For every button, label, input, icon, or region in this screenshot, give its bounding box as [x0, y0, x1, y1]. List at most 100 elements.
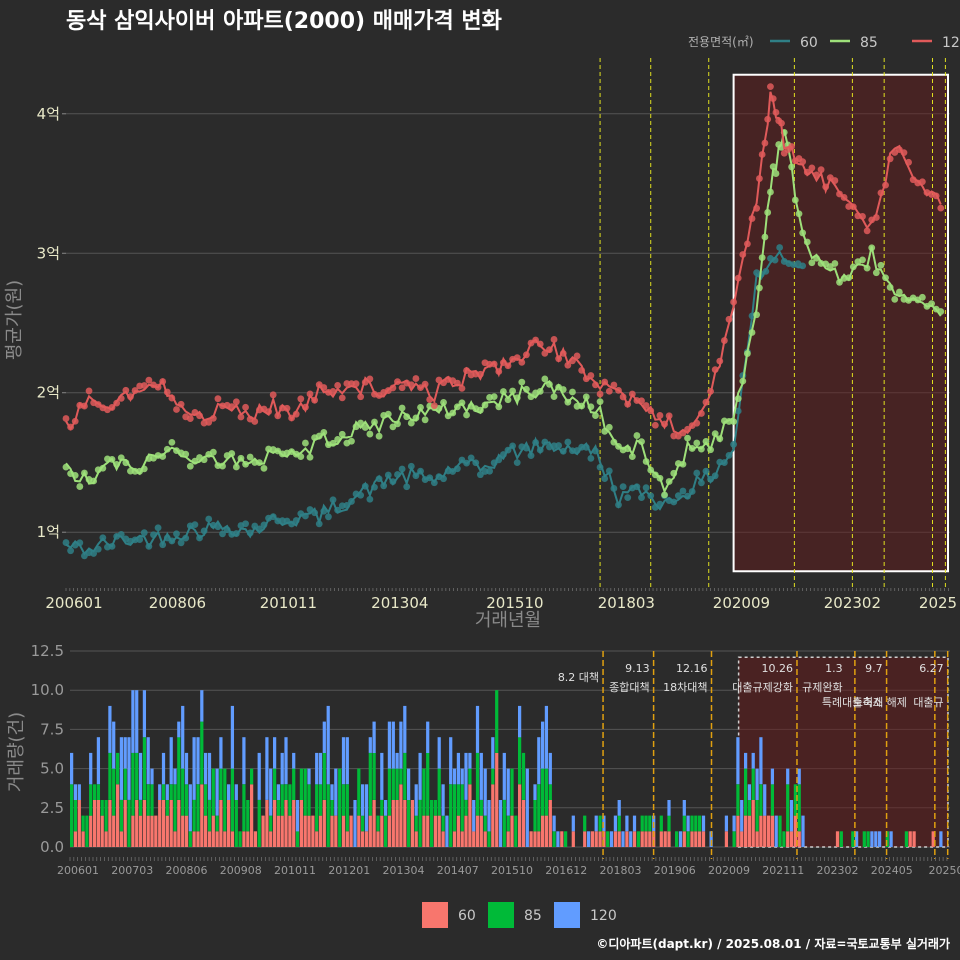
volume-bar-85 — [475, 752, 480, 816]
volume-bar-120 — [399, 721, 403, 769]
annotation-date-7: 6.27 — [919, 662, 944, 675]
legend-bottom-swatch-85 — [488, 902, 514, 928]
series-point-60 — [684, 492, 691, 500]
volume-bar-60 — [307, 815, 311, 847]
series-point-85 — [320, 429, 328, 436]
volume-bar-60 — [196, 831, 200, 847]
volume-bar-120 — [939, 831, 943, 847]
series-point-120 — [334, 381, 342, 389]
volume-bar-85 — [303, 768, 307, 816]
volume-bar-60 — [395, 800, 399, 847]
series-point-60 — [311, 509, 319, 517]
price-x-tick-label: 201510 — [486, 594, 543, 612]
volume-bar-120 — [801, 815, 805, 847]
price-x-ticks: 200601 200806 201011 201304 201510 201803 2020… — [45, 588, 957, 612]
volume-bar-85 — [322, 752, 326, 800]
volume-bar-60 — [269, 831, 273, 847]
volume-bar-60 — [759, 815, 763, 847]
volume-bar-120 — [682, 800, 686, 816]
series-point-120 — [615, 386, 622, 394]
price-x-tick-label: 200601 — [45, 594, 102, 612]
series-point-85 — [755, 284, 763, 292]
volume-bar-85 — [606, 831, 610, 847]
series-point-120 — [127, 393, 134, 401]
volume-bar-120 — [257, 752, 261, 800]
volume-bar-60 — [135, 800, 139, 847]
series-point-85 — [306, 453, 314, 461]
volume-x-tick-label: 200601 — [57, 864, 99, 877]
volume-bar-85 — [230, 768, 235, 832]
volume-bar-120 — [544, 705, 549, 769]
series-point-120 — [665, 412, 673, 420]
volume-bar-85 — [518, 737, 522, 785]
price-x-tick-label: 201011 — [260, 594, 317, 612]
volume-bar-60 — [701, 831, 706, 847]
volume-bar-120 — [273, 737, 277, 769]
price-x-tick-label: 2025 — [919, 594, 957, 612]
volume-bar-60 — [625, 831, 629, 847]
series-point-60 — [145, 542, 153, 550]
volume-bar-60 — [391, 800, 395, 847]
series-point-85 — [769, 163, 777, 171]
volume-bar-60 — [690, 831, 694, 847]
series-point-85 — [81, 469, 88, 477]
series-point-85 — [463, 411, 470, 419]
volume-bar-120 — [384, 800, 388, 816]
volume-bar-60 — [261, 815, 265, 847]
volume-bar-120 — [548, 752, 552, 785]
volume-bar-85 — [399, 768, 403, 785]
volume-bar-85 — [146, 784, 150, 816]
series-point-120 — [744, 240, 751, 248]
series-point-60 — [702, 467, 710, 475]
volume-x-tick-label: 201510 — [491, 864, 533, 877]
series-point-120 — [679, 429, 687, 437]
volume-bar-60 — [548, 800, 552, 847]
volume-bar-60 — [510, 815, 514, 847]
volume-bar-60 — [583, 831, 587, 847]
volume-bar-85 — [284, 784, 288, 800]
volume-bar-60 — [460, 831, 464, 847]
series-point-85 — [895, 288, 903, 296]
series-point-120 — [329, 388, 337, 395]
volume-bar-120 — [200, 690, 204, 722]
series-point-120 — [302, 403, 309, 411]
series-point-85 — [799, 229, 807, 237]
volume-bar-120 — [364, 784, 369, 832]
series-point-85 — [605, 423, 613, 431]
volume-x-tick-label: 201803 — [600, 864, 642, 877]
series-point-120 — [720, 337, 728, 344]
series-point-60 — [150, 531, 157, 539]
series-point-120 — [761, 139, 769, 147]
series-point-85 — [163, 445, 171, 453]
series-point-120 — [338, 394, 346, 402]
series-point-85 — [601, 427, 609, 435]
volume-bar-85 — [93, 784, 97, 800]
volume-bar-60 — [698, 831, 702, 847]
volume-bar-120 — [594, 815, 598, 832]
series-point-85 — [633, 432, 641, 439]
series-point-60 — [315, 520, 323, 528]
volume-bar-60 — [250, 784, 254, 847]
series-point-85 — [536, 387, 544, 395]
volume-bar-60 — [100, 815, 104, 847]
volume-bar-60 — [89, 815, 93, 847]
series-point-120 — [822, 183, 830, 191]
series-point-120 — [578, 366, 586, 374]
volume-bar-120 — [456, 752, 461, 785]
volume-bar-120 — [472, 800, 476, 832]
volume-bar-120 — [602, 815, 606, 832]
volume-bar-120 — [318, 752, 323, 785]
volume-bar-85 — [770, 784, 775, 816]
series-point-60 — [513, 459, 521, 466]
series-point-85 — [688, 445, 696, 452]
series-point-120 — [882, 181, 889, 189]
volume-bar-60 — [571, 831, 575, 847]
legend-bottom-swatch-120 — [554, 902, 580, 928]
volume-bar-60 — [422, 815, 426, 847]
volume-bar-120 — [533, 784, 537, 800]
series-point-60 — [679, 487, 687, 495]
volume-bar-60 — [322, 800, 326, 847]
volume-bar-60 — [380, 815, 384, 847]
series-point-85 — [868, 244, 876, 252]
series-point-85 — [403, 413, 411, 421]
